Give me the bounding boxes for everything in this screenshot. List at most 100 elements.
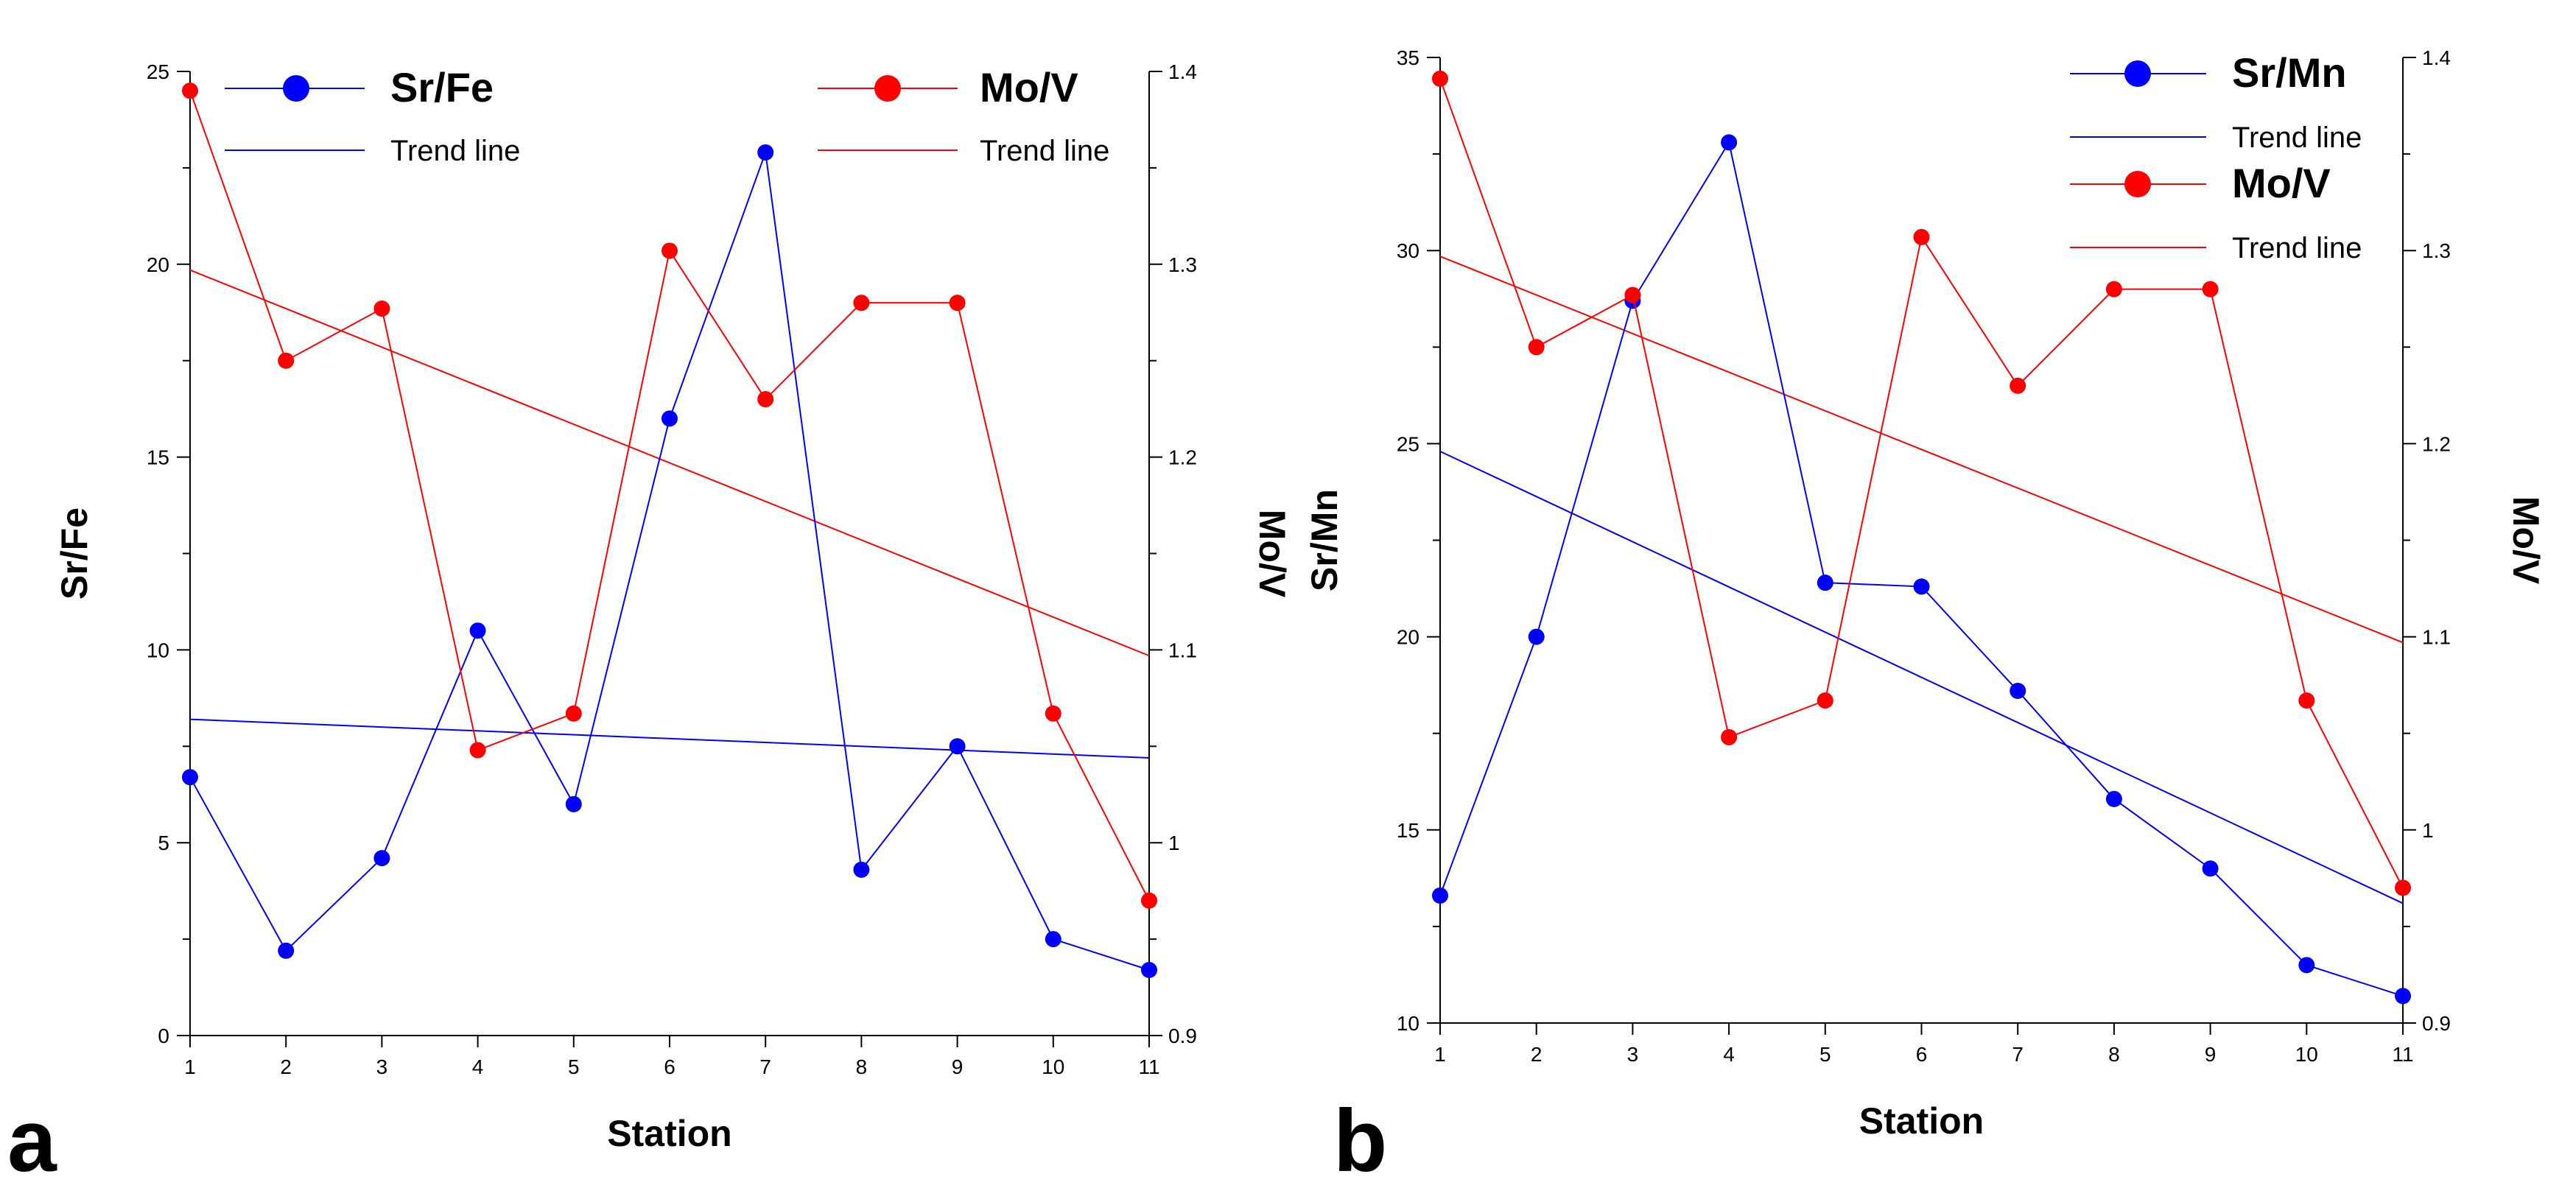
data-point-sr-fe — [853, 861, 870, 878]
y-right-tick-label: 1.2 — [2422, 432, 2451, 455]
data-point-sr-fe — [757, 144, 774, 161]
y-left-tick-label: 20 — [1397, 626, 1419, 649]
data-point-mo-v — [1721, 728, 1738, 745]
x-tick-label: 8 — [2108, 1043, 2120, 1066]
trend-line-mo-v — [1439, 256, 2404, 644]
legend-label-sr-fe: Sr/Fe — [390, 64, 494, 110]
data-point-mo-v — [469, 742, 486, 759]
y-left-tick-label: 5 — [158, 832, 169, 854]
series-line-sr-fe — [189, 152, 1150, 971]
data-point-mo-v — [853, 295, 870, 312]
y-left-tick-label: 20 — [147, 253, 169, 276]
x-tick-label: 11 — [1138, 1055, 1159, 1078]
legend-label-mo-v: Mo/V — [980, 64, 1078, 110]
y-left-tick-label: 10 — [1397, 1012, 1419, 1035]
x-tick-label: 1 — [1434, 1043, 1446, 1066]
data-point-mo-v — [1913, 228, 1930, 245]
legend-trend-label-sr-fe: Trend line — [390, 135, 520, 167]
data-point-mo-v — [373, 300, 390, 317]
legend-marker-sr-fe — [283, 75, 309, 102]
y-left-axis-title: Sr/Fe — [54, 507, 95, 600]
y-left-tick-label: 25 — [1397, 432, 1419, 455]
y-left-tick-label: 30 — [1397, 239, 1419, 262]
x-tick-label: 10 — [1042, 1055, 1064, 1078]
legend-trend-label-sr-mn: Trend line — [2232, 122, 2362, 154]
data-point-sr-fe — [278, 942, 295, 959]
y-left-tick-label: 35 — [1397, 46, 1419, 69]
data-point-sr-fe — [565, 795, 582, 812]
x-tick-label: 9 — [2205, 1043, 2217, 1066]
x-tick-label: 4 — [1723, 1043, 1735, 1066]
data-point-sr-mn — [1432, 887, 1448, 904]
x-tick-label: 9 — [952, 1055, 964, 1078]
data-point-mo-v — [1528, 339, 1545, 356]
panel-letter: b — [1333, 1092, 1387, 1188]
x-tick-label: 7 — [759, 1055, 771, 1078]
data-point-sr-fe — [373, 850, 390, 867]
data-point-sr-fe — [182, 769, 198, 786]
x-tick-label: 6 — [664, 1055, 675, 1078]
data-point-sr-fe — [1141, 961, 1157, 978]
x-tick-label: 2 — [280, 1055, 292, 1078]
y-right-tick-label: 1.2 — [1168, 446, 1197, 469]
x-tick-label: 2 — [1531, 1043, 1543, 1066]
y-right-tick-label: 1 — [1168, 832, 1180, 854]
data-point-mo-v — [2105, 281, 2122, 298]
data-point-sr-mn — [2105, 790, 2122, 807]
x-tick-label: 7 — [2012, 1043, 2024, 1066]
data-point-mo-v — [1141, 892, 1157, 909]
data-point-mo-v — [182, 82, 198, 99]
x-tick-label: 5 — [568, 1055, 580, 1078]
x-tick-label: 5 — [1819, 1043, 1831, 1066]
y-right-tick-label: 1.1 — [2422, 626, 2451, 649]
y-right-tick-label: 1.3 — [2422, 239, 2451, 262]
data-point-sr-mn — [2395, 988, 2411, 1005]
data-point-mo-v — [757, 391, 774, 408]
legend-marker-mo-v — [2124, 171, 2151, 197]
y-right-axis-title: Mo/V — [1252, 510, 1293, 598]
data-point-sr-mn — [1817, 574, 1833, 591]
legend-trend-label-mo-v: Trend line — [2232, 232, 2362, 264]
data-point-sr-fe — [949, 738, 966, 755]
data-point-sr-mn — [2298, 957, 2315, 974]
data-point-mo-v — [2395, 879, 2411, 896]
data-point-mo-v — [2202, 281, 2219, 298]
data-point-sr-fe — [469, 622, 486, 639]
legend-trend-label-mo-v: Trend line — [980, 135, 1109, 167]
legend-label-mo-v: Mo/V — [2232, 160, 2331, 206]
y-right-tick-label: 1.3 — [1168, 253, 1197, 276]
panel-letter: a — [7, 1092, 57, 1188]
data-point-sr-fe — [661, 410, 678, 427]
x-tick-label: 8 — [856, 1055, 868, 1078]
y-right-tick-label: 1 — [2422, 819, 2434, 842]
x-tick-label: 6 — [1916, 1043, 1928, 1066]
chart-panel-a: 1 2 3 4 5 6 7 8 9 10 11 0 5 10 15 20 25 0.9 1 1.1 1.2 1.3 1.4 S… — [7, 60, 1293, 1188]
x-tick-label: 1 — [184, 1055, 196, 1078]
data-point-sr-mn — [1721, 134, 1738, 151]
trend-line-mo-v — [189, 269, 1150, 657]
series-line-sr-mn — [1439, 140, 2404, 997]
y-right-tick-label: 1.1 — [1168, 639, 1197, 661]
trend-line-sr-mn — [1439, 450, 2404, 904]
y-right-tick-label: 0.9 — [2422, 1012, 2451, 1035]
y-left-tick-label: 10 — [147, 639, 169, 661]
x-tick-label: 4 — [472, 1055, 484, 1078]
trend-line-sr-fe — [189, 718, 1150, 759]
legend-label-sr-mn: Sr/Mn — [2232, 49, 2347, 96]
data-point-sr-fe — [1045, 931, 1061, 948]
y-left-tick-label: 15 — [147, 446, 169, 469]
legend-marker-sr-mn — [2124, 60, 2151, 87]
series-line-mo-v — [189, 90, 1150, 901]
y-right-tick-label: 1.4 — [2422, 46, 2451, 69]
legend-marker-mo-v — [874, 75, 901, 102]
data-point-sr-mn — [1913, 578, 1930, 595]
x-tick-label: 10 — [2295, 1043, 2318, 1066]
data-point-mo-v — [2298, 692, 2315, 709]
y-left-tick-label: 0 — [158, 1024, 169, 1047]
x-tick-label: 3 — [1627, 1043, 1639, 1066]
data-point-sr-mn — [2202, 860, 2219, 877]
y-right-tick-label: 1.4 — [1168, 60, 1197, 83]
data-point-mo-v — [2010, 377, 2026, 394]
x-axis-title: Station — [607, 1113, 731, 1154]
